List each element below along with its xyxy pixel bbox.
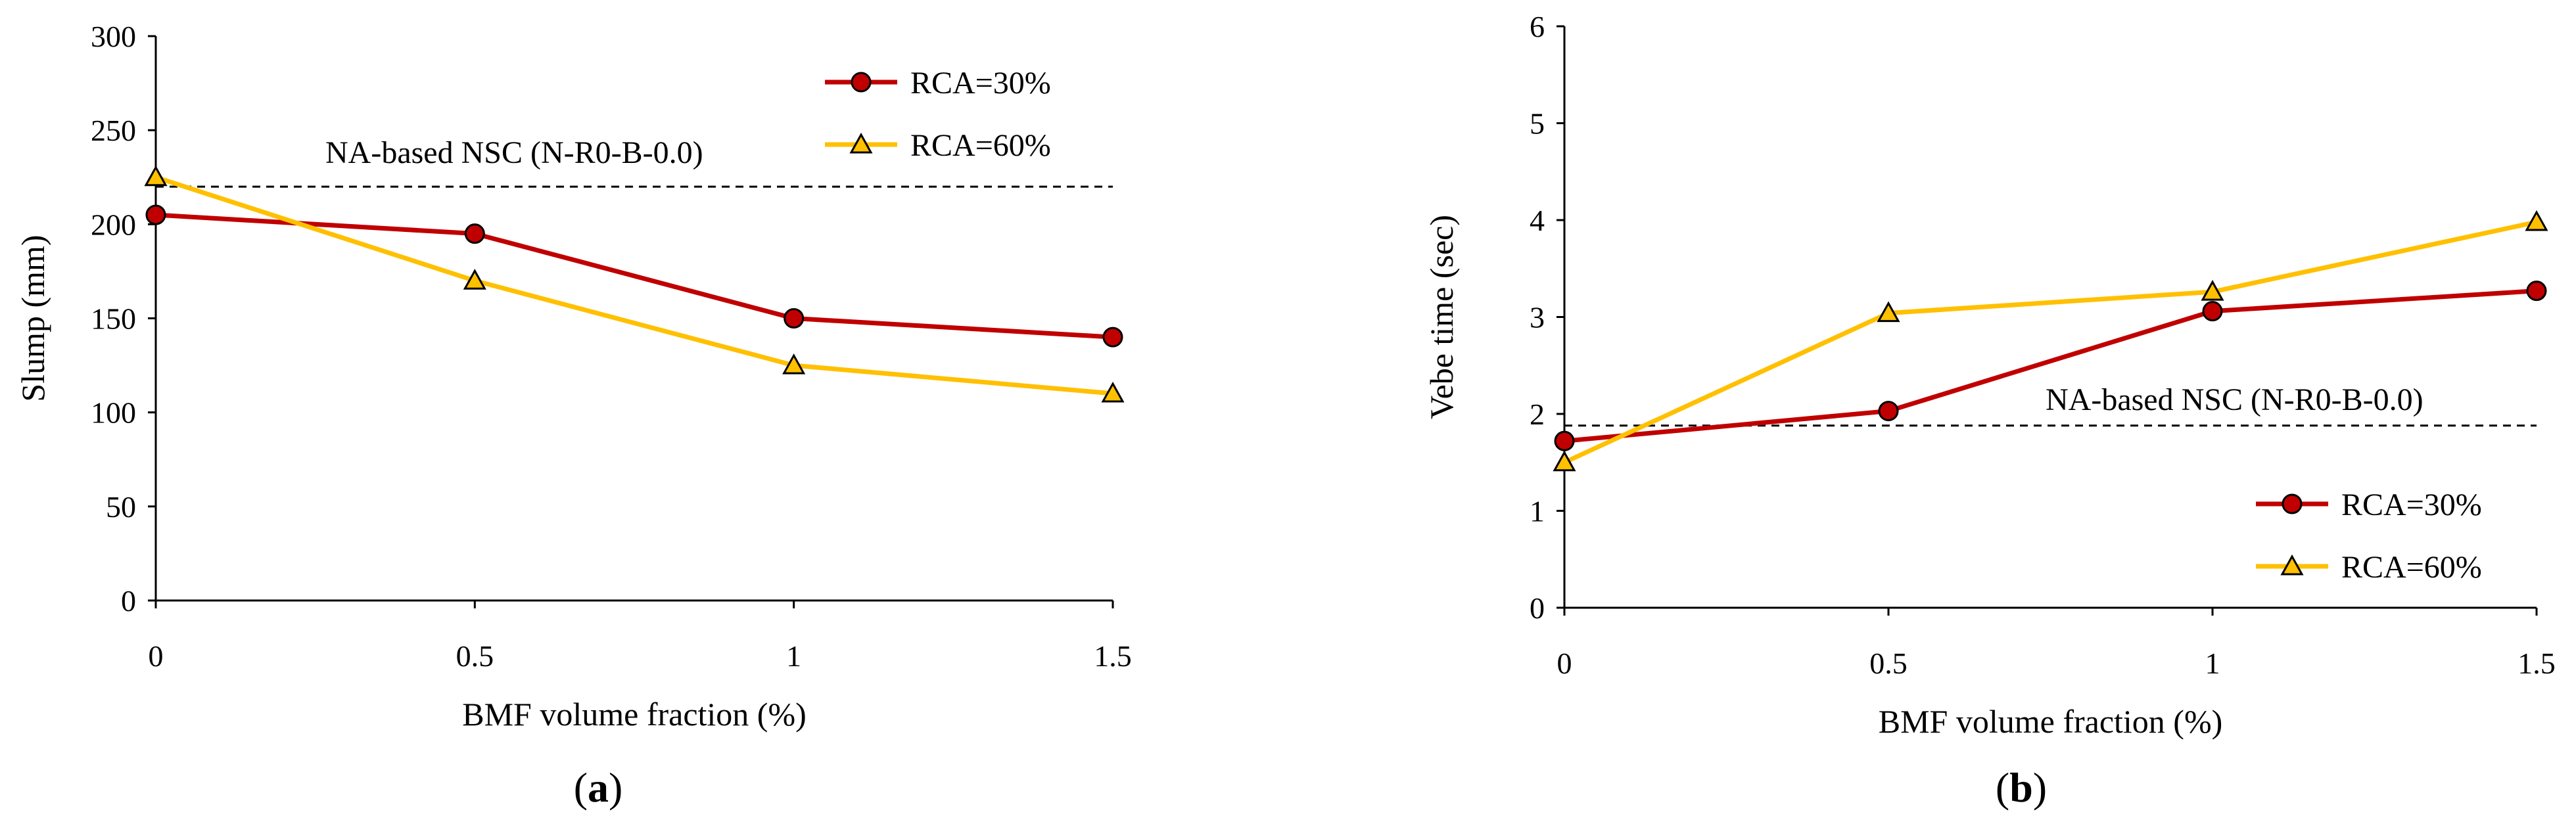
x-tick-label: 0 (149, 639, 164, 673)
data-point-rca30 (1878, 401, 1899, 422)
y-axis-title: Vebe time (sec) (1423, 215, 1460, 419)
y-tick-label: 200 (91, 208, 136, 241)
series-line-rca60 (1563, 219, 2537, 465)
reference-label: NA-based NSC (N-R0-B-0.0) (325, 135, 703, 170)
series-line-rca30 (1564, 288, 2537, 443)
x-tick-label: 0.5 (1869, 646, 1908, 680)
y-tick-label: 4 (1530, 204, 1545, 237)
y-tick-label: 0 (1530, 591, 1545, 625)
legend-label: RCA=30% (910, 66, 1051, 101)
panel-label-open: ( (1996, 764, 2009, 811)
reference-label: NA-based NSC (N-R0-B-0.0) (2046, 382, 2424, 417)
legend-marker (851, 72, 872, 93)
chart-panel-a: 0 50 100 150 200 250 300 0 0.5 1 1.5 BMF volume fra… (14, 20, 1132, 811)
series-line-rca30 (155, 212, 1113, 340)
data-point-rca30 (2526, 281, 2547, 302)
panel-label-open: ( (574, 764, 588, 811)
y-tick-label: 150 (91, 302, 136, 336)
chart-panel-b: 0 1 2 3 4 5 6 0 0.5 1 1.5 BMF volume fraction (%) Ve… (1423, 10, 2556, 811)
y-tick-label: 3 (1530, 301, 1545, 334)
panel-label-letter: b (2009, 764, 2033, 811)
panel-label: (b) (1996, 764, 2047, 811)
y-tick-label: 50 (106, 490, 136, 524)
data-point-rca30 (2202, 301, 2223, 322)
y-tick-label: 0 (121, 584, 136, 618)
panel-label: (a) (574, 764, 623, 811)
legend-label: RCA=60% (2341, 550, 2482, 585)
x-axis-title: BMF volume fraction (%) (1879, 703, 2223, 740)
x-tick-label: 1 (2205, 646, 2220, 680)
y-tick-label: 1 (1530, 495, 1545, 528)
series-line-rca60 (154, 175, 1113, 396)
panel-label-letter: a (588, 764, 609, 811)
legend-marker (849, 132, 873, 154)
data-point-rca30 (784, 308, 805, 329)
data-point-rca30 (464, 223, 485, 244)
data-point-rca60 (2525, 210, 2548, 231)
data-point-rca60 (2201, 280, 2224, 301)
x-tick-label: 0 (1557, 646, 1572, 680)
legend-marker (2280, 554, 2304, 576)
y-tick-label: 300 (91, 20, 136, 53)
data-point-rca60 (782, 353, 806, 374)
y-tick-label: 250 (91, 114, 136, 147)
x-tick-label: 0.5 (456, 639, 494, 673)
legend-label: RCA=60% (910, 128, 1051, 163)
y-tick-label: 2 (1530, 397, 1545, 431)
data-point-rca60 (1553, 450, 1576, 472)
y-tick-label: 6 (1530, 10, 1545, 43)
x-tick-label: 1 (786, 639, 801, 673)
legend-marker (2282, 493, 2303, 514)
data-point-rca30 (145, 204, 166, 225)
data-point-rca30 (1554, 430, 1575, 451)
legend-label: RCA=30% (2341, 488, 2482, 522)
y-tick-label: 100 (91, 396, 136, 430)
data-point-rca60 (1877, 301, 1900, 323)
panel-label-close: ) (609, 764, 622, 811)
data-point-rca60 (144, 165, 168, 187)
data-point-rca60 (1101, 381, 1125, 403)
x-axis-title: BMF volume fraction (%) (462, 696, 807, 733)
x-tick-label: 1.5 (1094, 639, 1132, 673)
x-tick-label: 1.5 (2517, 646, 2556, 680)
y-tick-label: 5 (1530, 107, 1545, 141)
y-axis-title: Slump (mm) (14, 235, 51, 401)
data-point-rca60 (463, 269, 486, 290)
panel-label-close: ) (2033, 764, 2047, 811)
data-point-rca30 (1102, 327, 1123, 348)
